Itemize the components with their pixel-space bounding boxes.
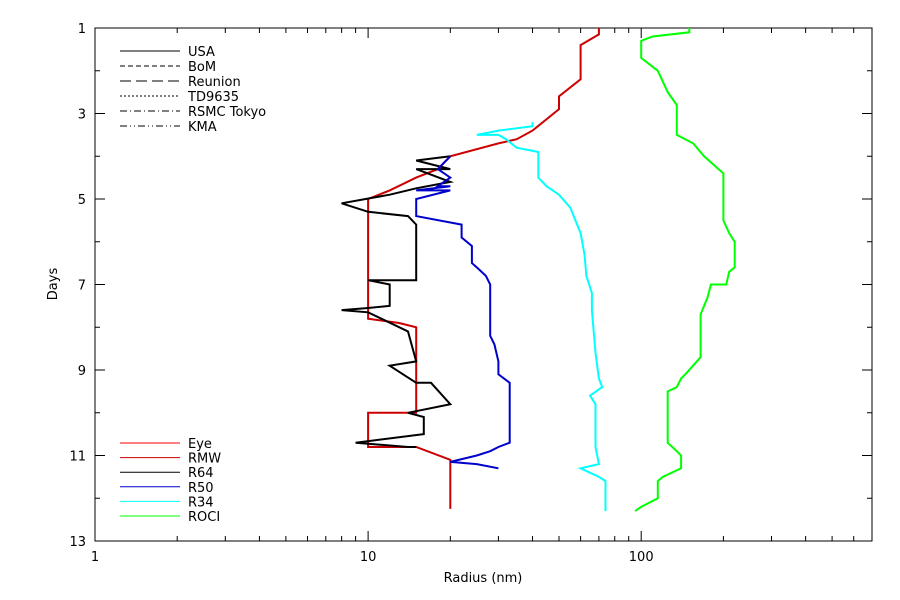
series-line-rmw — [367, 28, 600, 509]
series-line-r34 — [476, 122, 607, 512]
series-line-r64 — [341, 155, 455, 448]
x-tick-label: 1 — [91, 550, 99, 565]
series-layer — [341, 28, 736, 512]
y-tick-label: 9 — [78, 364, 86, 379]
y-tick-label: 3 — [78, 108, 86, 123]
agency-legend-label: Reunion — [188, 75, 241, 90]
y-tick-label: 1 — [78, 22, 86, 37]
agency-legend-label: USA — [188, 45, 215, 60]
series-legend-label: R64 — [188, 466, 214, 481]
series-legend-label: RMW — [188, 452, 221, 467]
series-line-roci — [634, 28, 736, 512]
x-axis-title: Radius (nm) — [444, 571, 523, 586]
y-tick-label: 11 — [69, 450, 86, 465]
x-tick-label: 100 — [629, 550, 654, 565]
x-tick-label: 10 — [360, 550, 377, 565]
y-tick-label: 5 — [78, 193, 86, 208]
series-line-r50 — [415, 155, 511, 470]
y-axis-title: Days — [46, 268, 61, 301]
agency-legend-label: BoM — [188, 60, 216, 75]
y-tick-label: 7 — [78, 279, 86, 294]
series-legend-label: R34 — [188, 495, 214, 510]
y-tick-label: 13 — [69, 535, 86, 550]
series-legend-label: R50 — [188, 481, 214, 496]
agency-legend-label: RSMC Tokyo — [188, 105, 266, 120]
series-legend-label: Eye — [188, 437, 212, 452]
agency-legend-label: TD9635 — [187, 90, 239, 105]
series-legend-label: ROCI — [188, 510, 220, 525]
agency-legend-label: KMA — [188, 120, 217, 135]
